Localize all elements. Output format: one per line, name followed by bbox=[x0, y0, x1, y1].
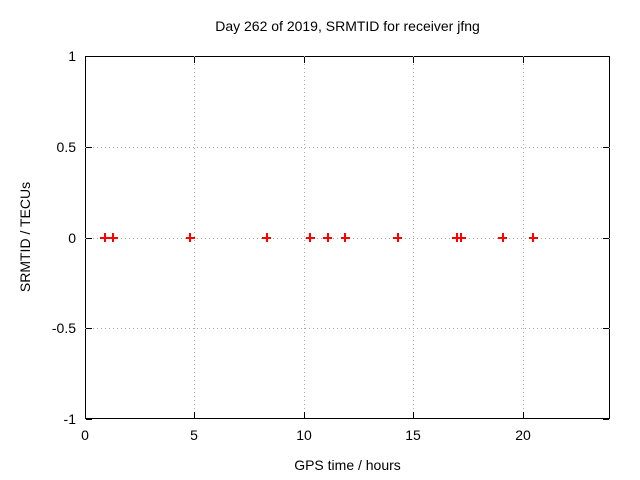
y-gridline bbox=[85, 328, 610, 329]
data-point-marker bbox=[393, 233, 403, 242]
data-point-marker bbox=[185, 233, 195, 242]
y-gridline bbox=[85, 147, 610, 148]
y-tick-label: 0 bbox=[68, 230, 76, 246]
y-tick-right bbox=[603, 56, 609, 57]
x-tick-bottom bbox=[304, 412, 305, 418]
x-tick-label: 15 bbox=[405, 427, 421, 443]
x-tick-top bbox=[523, 57, 524, 63]
y-tick-label: -0.5 bbox=[51, 320, 76, 336]
x-tick-top bbox=[304, 57, 305, 63]
x-tick-bottom bbox=[523, 412, 524, 418]
y-tick-left bbox=[86, 56, 92, 57]
data-point-marker bbox=[340, 233, 350, 242]
x-axis-label: GPS time / hours bbox=[294, 457, 401, 473]
x-tick-label: 0 bbox=[81, 427, 89, 443]
x-tick-bottom bbox=[85, 412, 86, 418]
data-point-marker bbox=[498, 233, 508, 242]
x-gridline bbox=[413, 56, 414, 419]
data-point-marker bbox=[108, 233, 118, 242]
y-tick-left bbox=[86, 238, 92, 239]
data-point-marker bbox=[262, 233, 272, 242]
x-gridline bbox=[194, 56, 195, 419]
data-point-marker bbox=[305, 233, 315, 242]
y-tick-label: 1 bbox=[68, 48, 76, 64]
x-tick-top bbox=[85, 57, 86, 63]
chart-title: Day 262 of 2019, SRMTID for receiver jfn… bbox=[215, 18, 480, 34]
x-tick-top bbox=[413, 57, 414, 63]
x-tick-label: 20 bbox=[515, 427, 531, 443]
y-tick-label: 0.5 bbox=[56, 139, 76, 155]
y-tick-label: -1 bbox=[63, 411, 76, 427]
y-tick-left bbox=[86, 147, 92, 148]
y-tick-right bbox=[603, 328, 609, 329]
data-point-marker bbox=[456, 233, 466, 242]
y-tick-left bbox=[86, 328, 92, 329]
data-point-marker bbox=[528, 233, 538, 242]
y-gridline bbox=[85, 238, 610, 239]
y-tick-right bbox=[603, 147, 609, 148]
y-tick-left bbox=[86, 419, 92, 420]
x-tick-bottom bbox=[413, 412, 414, 418]
data-point-marker bbox=[100, 233, 110, 242]
y-tick-right bbox=[603, 419, 609, 420]
x-tick-label: 5 bbox=[190, 427, 198, 443]
x-gridline bbox=[304, 56, 305, 419]
x-tick-top bbox=[194, 57, 195, 63]
data-point-marker bbox=[323, 233, 333, 242]
y-tick-right bbox=[603, 238, 609, 239]
x-tick-label: 10 bbox=[296, 427, 312, 443]
x-gridline bbox=[523, 56, 524, 419]
x-tick-bottom bbox=[194, 412, 195, 418]
